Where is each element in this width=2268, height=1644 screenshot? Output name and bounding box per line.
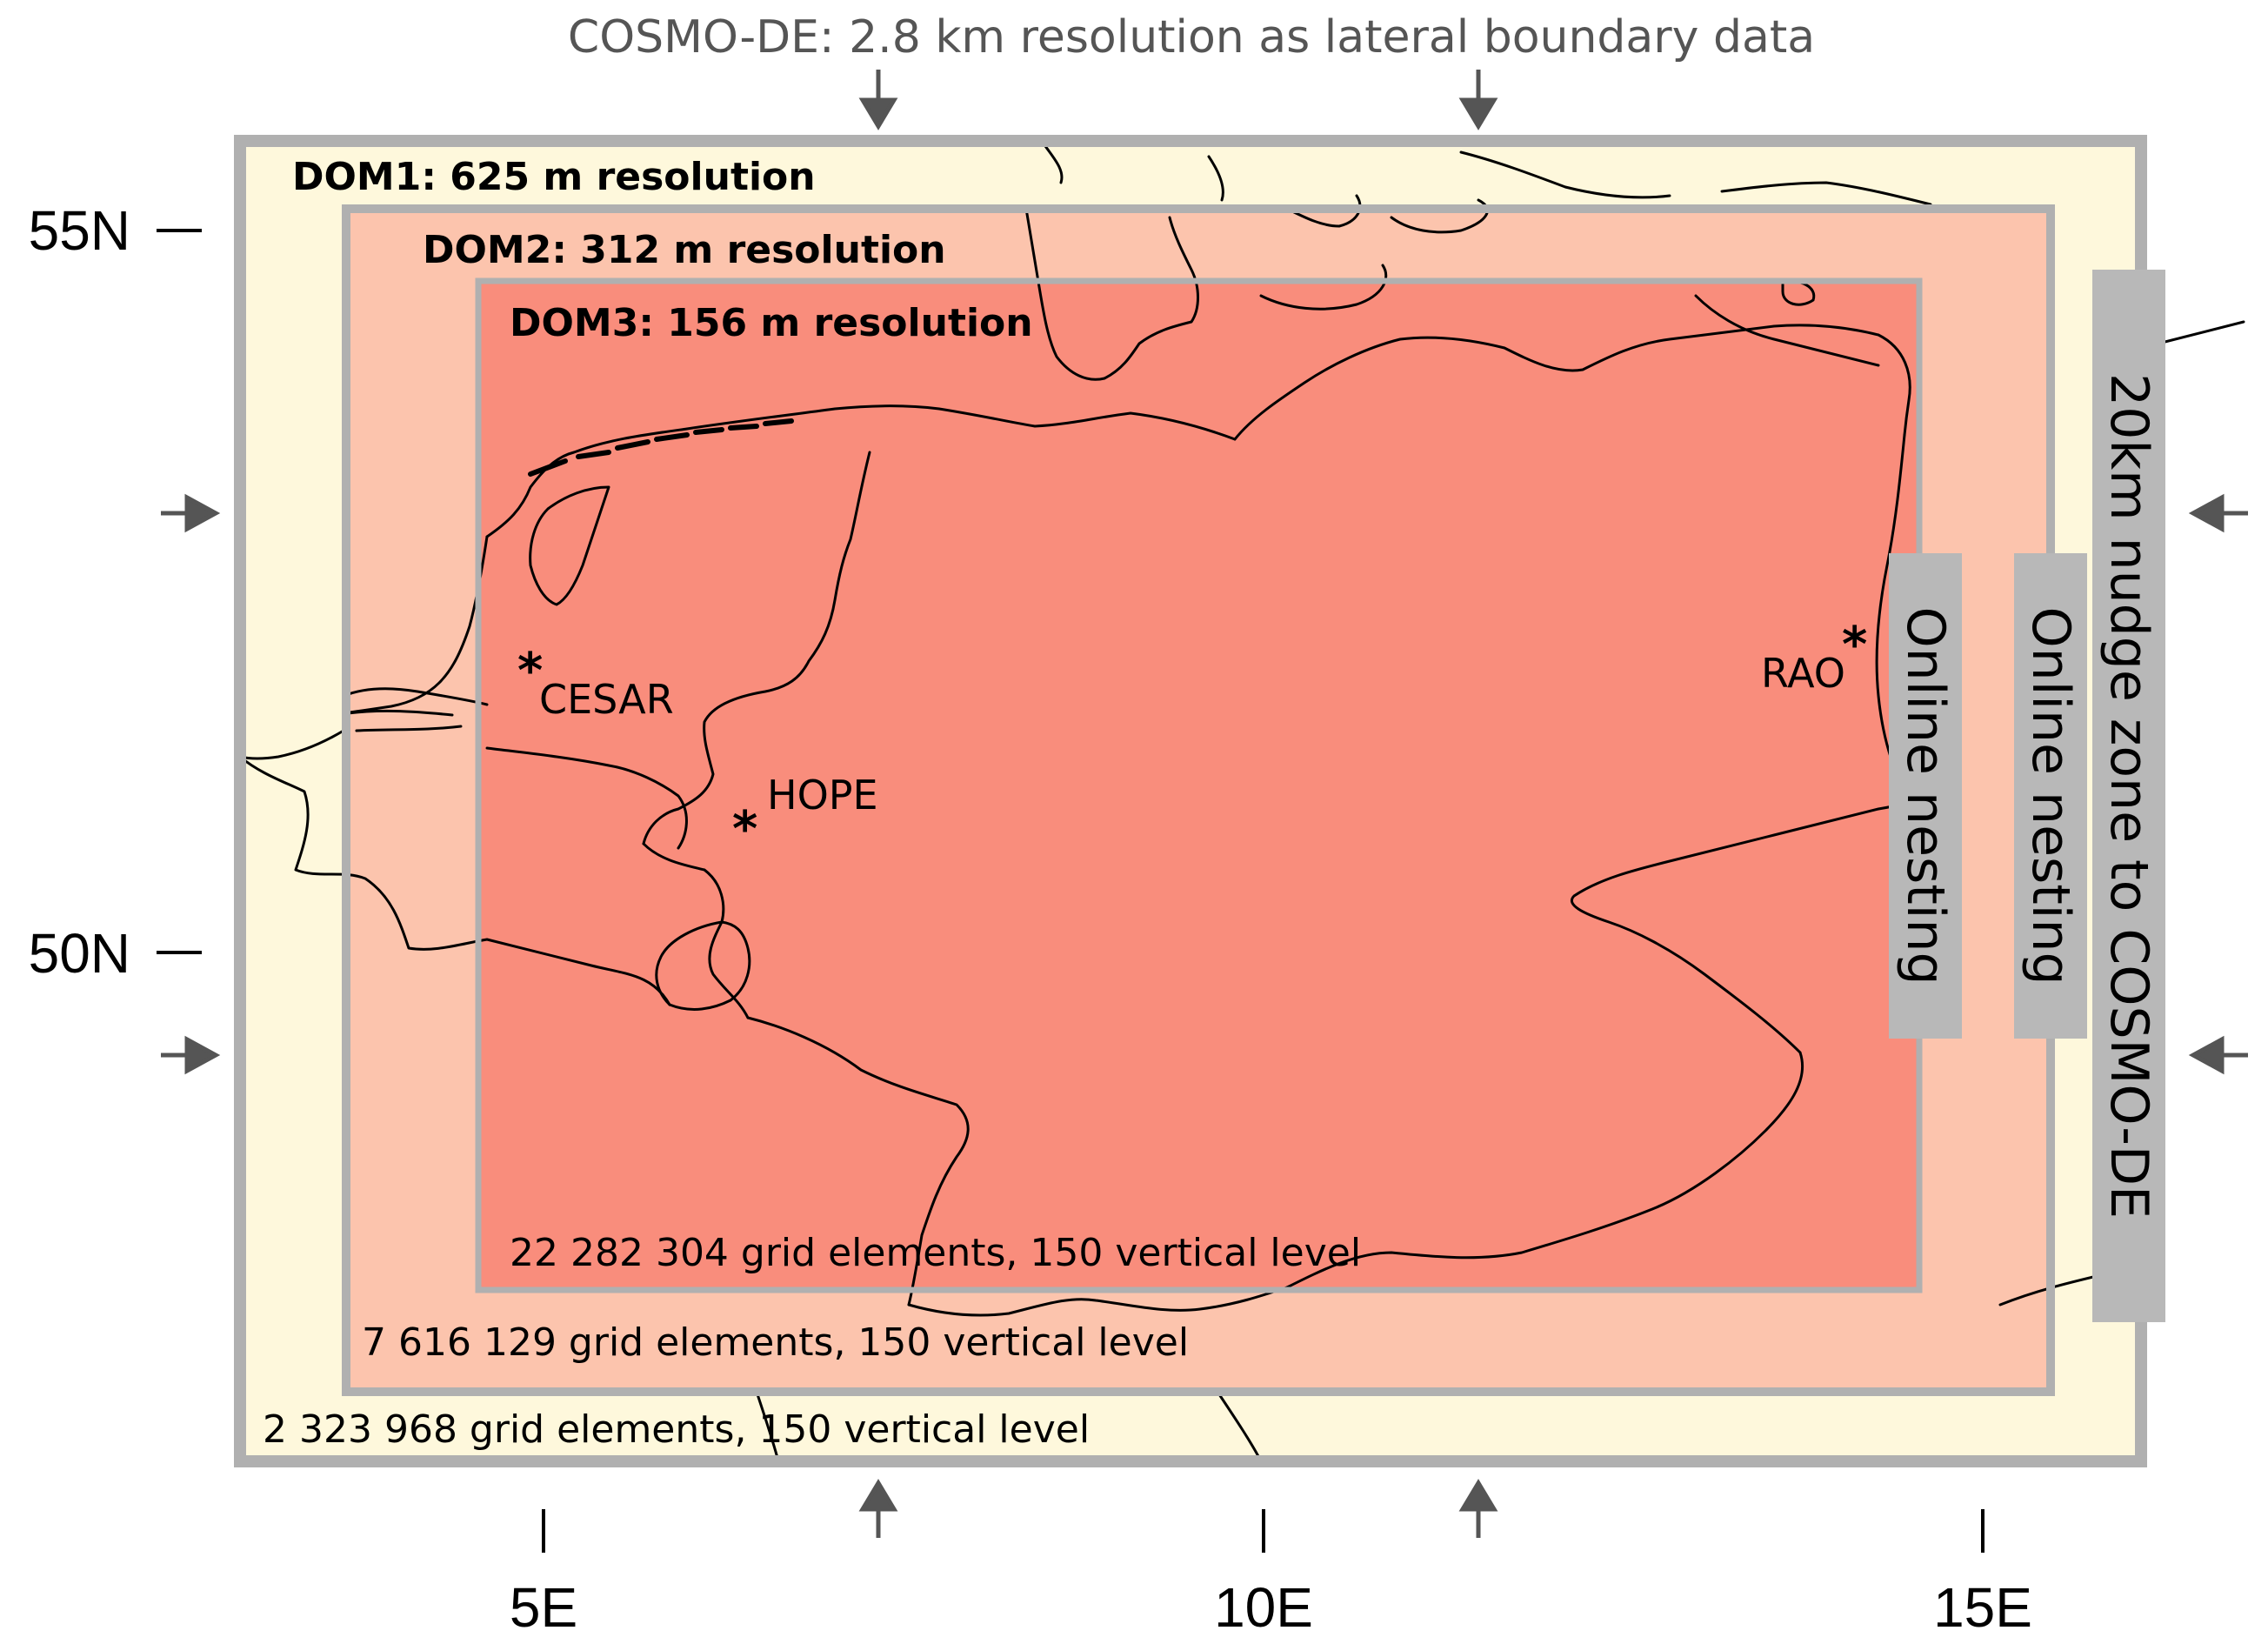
dom1-title: DOM1: 625 m resolution bbox=[292, 155, 816, 199]
dom3-grid-info: 22 282 304 grid elements, 150 vertical l… bbox=[510, 1231, 1361, 1275]
arrow-bottom-right bbox=[1458, 1479, 1498, 1538]
site-cesar-label: CESAR bbox=[539, 676, 674, 723]
dom3-title: DOM3: 156 m resolution bbox=[510, 301, 1033, 345]
latitude-axis: 55N 50N bbox=[29, 199, 202, 985]
site-hope: * HOPE bbox=[732, 772, 878, 858]
top-annotation: COSMO-DE: 2.8 km resolution as lateral b… bbox=[568, 11, 1815, 63]
nudge-zone-text: 20km nudge zone to COSMO-DE bbox=[2098, 373, 2159, 1219]
nudge-zone-label: 20km nudge zone to COSMO-DE bbox=[2092, 270, 2165, 1322]
nesting-outer-text: Online nesting bbox=[2020, 606, 2081, 985]
arrow-bottom-left bbox=[858, 1479, 898, 1538]
lon-label-5: 5E bbox=[510, 1576, 577, 1639]
arrow-right-upper bbox=[2188, 493, 2248, 533]
nesting-inner-text: Online nesting bbox=[1895, 606, 1956, 985]
boundary-arrows bbox=[161, 70, 2248, 1538]
site-rao-marker: * bbox=[1842, 617, 1867, 673]
dom3-area bbox=[478, 281, 1919, 1290]
lat-label-50: 50N bbox=[29, 922, 130, 985]
site-rao: * RAO bbox=[1761, 617, 1867, 697]
site-cesar-marker: * bbox=[517, 643, 543, 699]
lat-label-55: 55N bbox=[29, 199, 130, 262]
lon-label-15: 15E bbox=[1933, 1576, 2032, 1639]
dom2-grid-info: 7 616 129 grid elements, 150 vertical le… bbox=[362, 1320, 1189, 1365]
lon-label-10: 10E bbox=[1214, 1576, 1313, 1639]
site-hope-label: HOPE bbox=[767, 772, 878, 819]
arrow-top-right bbox=[1458, 70, 1498, 130]
site-hope-marker: * bbox=[732, 801, 757, 858]
nesting-outer-label: Online nesting bbox=[2014, 553, 2087, 1039]
dom1-grid-info: 2 323 968 grid elements, 150 vertical le… bbox=[263, 1407, 1090, 1452]
site-rao-label: RAO bbox=[1761, 650, 1845, 697]
arrow-right-lower bbox=[2188, 1035, 2248, 1075]
arrow-left-lower bbox=[161, 1035, 221, 1075]
nesting-inner-label: Online nesting bbox=[1889, 553, 1962, 1039]
site-cesar: * CESAR bbox=[517, 643, 674, 723]
arrow-top-left bbox=[858, 70, 898, 130]
dom2-title: DOM2: 312 m resolution bbox=[423, 228, 946, 272]
longitude-axis: 5E 10E 15E bbox=[510, 1509, 2032, 1639]
arrow-left-upper bbox=[161, 493, 221, 533]
